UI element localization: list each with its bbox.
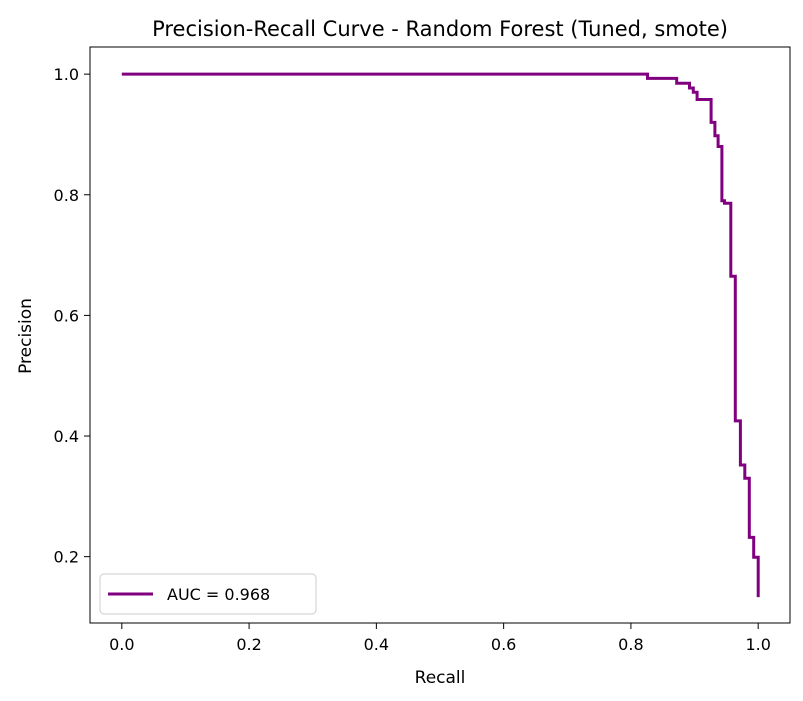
x-tick-label: 0.2 [236, 635, 261, 654]
chart-title: Precision-Recall Curve - Random Forest (… [152, 17, 728, 41]
x-tick-label: 0.0 [109, 635, 134, 654]
x-axis-label: Recall [415, 668, 466, 688]
pr-curve-line [121, 72, 760, 598]
x-tick-label: 0.4 [364, 635, 389, 654]
y-tick-label: 0.2 [54, 548, 79, 567]
legend-label: AUC = 0.968 [167, 585, 270, 604]
y-tick-label: 0.4 [54, 427, 79, 446]
x-axis-ticks: 0.0 0.2 0.4 0.6 0.8 1.0 [109, 623, 771, 654]
x-tick-label: 0.6 [491, 635, 516, 654]
series-layer [121, 72, 760, 598]
y-tick-label: 1.0 [54, 65, 79, 84]
x-tick-label: 1.0 [745, 635, 770, 654]
y-axis-ticks: 0.2 0.4 0.6 0.8 1.0 [54, 65, 90, 567]
legend-box [99, 573, 317, 615]
y-axis-label: Precision [16, 298, 36, 374]
y-tick-label: 0.6 [54, 306, 79, 325]
y-tick-label: 0.8 [54, 186, 79, 205]
x-tick-label: 0.8 [618, 635, 643, 654]
legend: AUC = 0.968 [99, 573, 317, 615]
plot-frame [89, 46, 791, 624]
